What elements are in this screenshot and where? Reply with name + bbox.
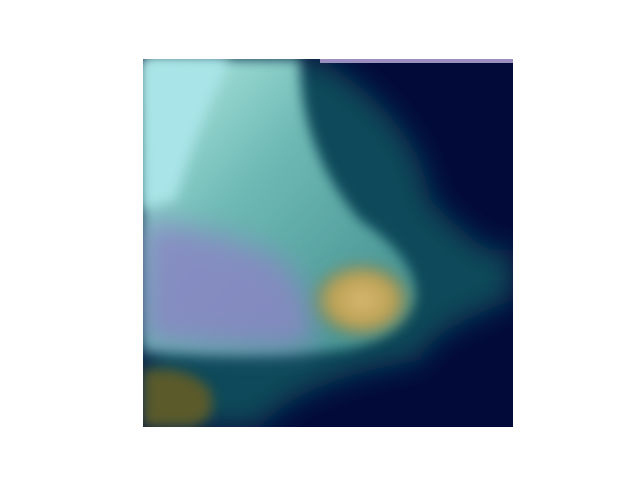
heatmap-image: [143, 59, 513, 427]
